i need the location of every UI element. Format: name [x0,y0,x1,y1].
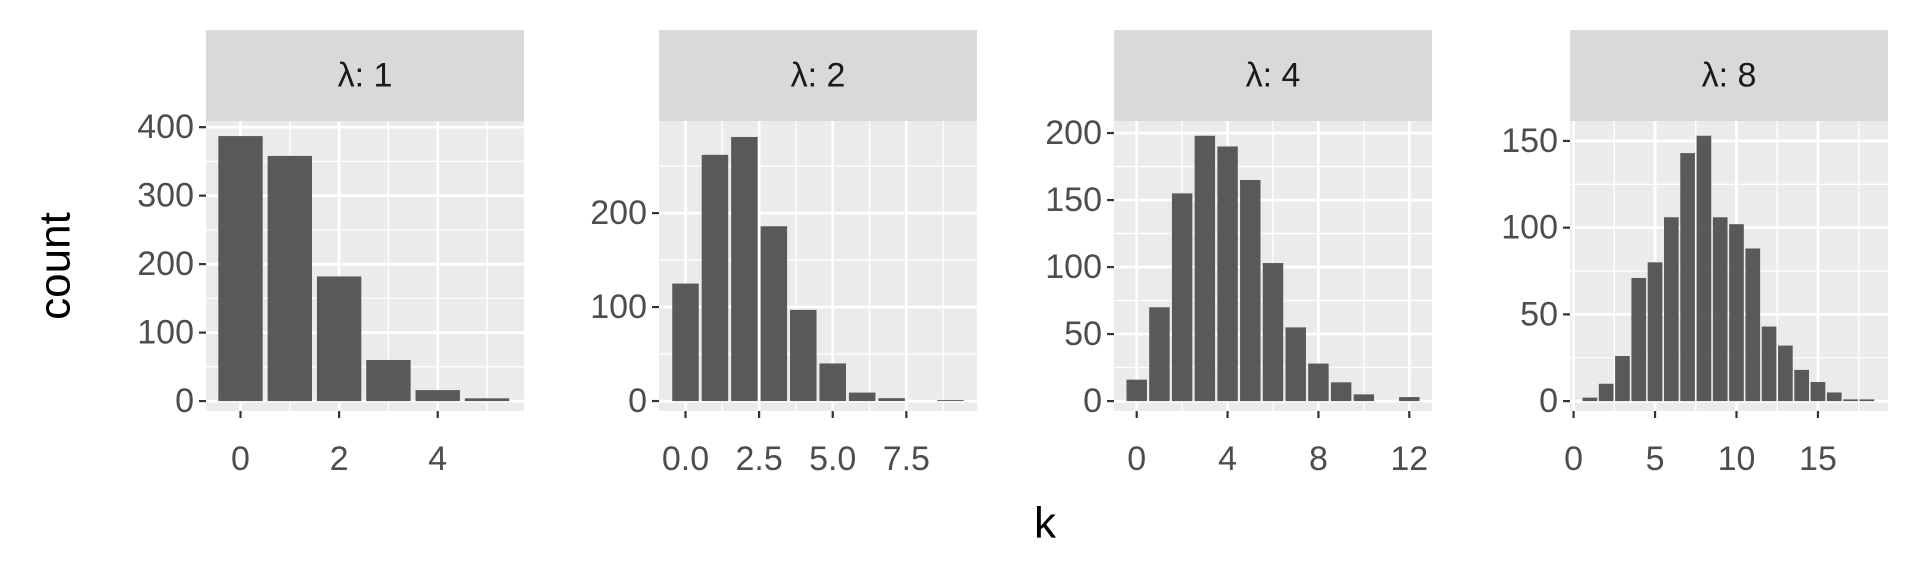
y-tick-label: 100 [1501,209,1558,247]
bar [1262,263,1284,402]
bar [1217,146,1238,402]
y-tick-label: 50 [1520,295,1558,333]
strip-label: λ: 8 [1702,56,1757,94]
bar [1843,399,1858,402]
x-tick-label: 4 [1218,440,1237,478]
bar [1631,277,1647,402]
bar [1745,248,1761,402]
bar [1615,356,1630,402]
bar [1240,179,1261,402]
bar [760,226,788,402]
x-tick-label: 4 [428,440,447,478]
x-tick-label: 5 [1646,440,1665,478]
bar [218,136,263,402]
bar [1761,326,1777,402]
y-tick-label: 150 [1501,122,1558,160]
y-axis-title: count [31,212,80,320]
x-tick-label: 0.0 [662,440,709,478]
y-tick-label: 100 [1045,248,1102,286]
x-tick-label: 5.0 [809,440,856,478]
y-tick-label: 0 [175,382,194,420]
bar [1194,135,1216,402]
y-tick-label: 400 [137,108,194,146]
y-tick-label: 100 [590,288,647,326]
strip [206,30,524,121]
bar [1285,327,1306,402]
bar [1399,397,1420,402]
x-axis-title: k [1034,499,1057,548]
bar [819,363,846,402]
bar [1330,382,1352,402]
bar [1582,397,1598,402]
strip-label: λ: 2 [791,56,846,94]
x-tick-label: 12 [1390,440,1428,478]
x-tick-label: 2.5 [735,440,782,478]
bar [878,398,905,402]
bar [1794,369,1809,402]
bar [415,390,460,402]
y-tick-label: 300 [137,177,194,215]
bar [1826,392,1842,402]
y-tick-label: 200 [1045,114,1102,152]
bar [1696,135,1712,402]
y-tick-label: 0 [1539,382,1558,420]
x-tick-label: 0 [231,440,250,478]
y-tick-label: 200 [137,245,194,283]
bar [464,398,510,402]
x-tick-label: 0 [1127,440,1146,478]
bar [316,276,362,402]
y-tick-label: 0 [1083,382,1102,420]
bar [672,283,699,402]
bar [731,136,758,402]
bar [1353,394,1375,402]
y-tick-label: 0 [628,382,647,420]
bar [1729,224,1744,402]
bar [1126,379,1147,402]
bar [1663,217,1679,402]
bar [267,155,312,402]
x-tick-label: 0 [1564,440,1583,478]
x-tick-label: 10 [1718,440,1756,478]
y-tick-label: 100 [137,314,194,352]
bar [701,154,729,402]
bar [790,309,817,402]
x-tick-label: 2 [330,440,349,478]
bar [937,400,964,402]
bar [848,392,876,402]
y-tick-label: 200 [590,194,647,232]
bar [1680,153,1695,402]
bar [1778,345,1793,402]
bar [1171,193,1193,402]
x-tick-label: 15 [1799,440,1837,478]
strip [1114,30,1432,121]
y-tick-label: 150 [1045,181,1102,219]
bar [1712,217,1728,402]
bar [1859,399,1875,402]
bar [1647,262,1663,402]
bar [1810,382,1826,402]
bar [366,359,411,402]
strip-label: λ: 4 [1246,56,1301,94]
bar [1149,307,1170,402]
x-tick-label: 7.5 [883,440,930,478]
strip [1570,30,1888,121]
strip [659,30,977,121]
x-tick-label: 8 [1309,440,1328,478]
strip-label: λ: 1 [338,56,393,94]
y-tick-label: 50 [1064,315,1102,353]
bar [1598,383,1614,402]
bar [1308,363,1329,402]
